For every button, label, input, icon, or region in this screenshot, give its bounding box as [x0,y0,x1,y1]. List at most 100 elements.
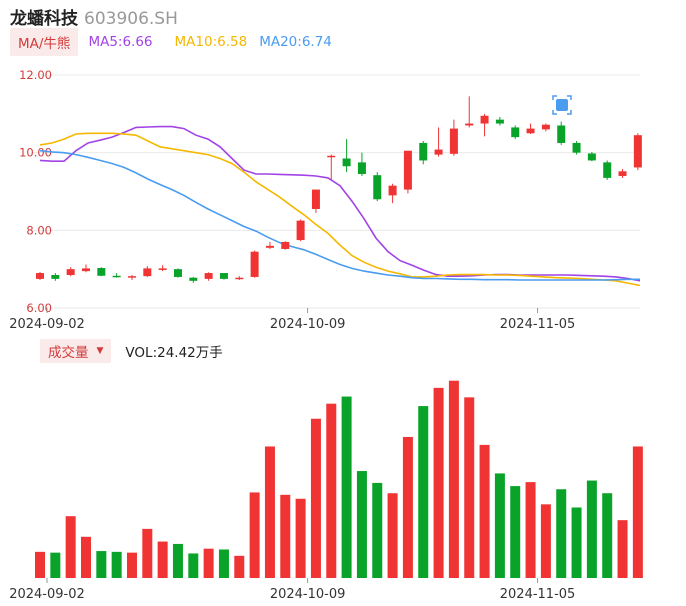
candle-body [419,142,428,161]
volume-toggle-button[interactable]: 成交量 ▼ [40,339,112,363]
candle-body [127,276,136,278]
volume-bar [295,498,306,578]
ma5-line [39,125,641,282]
volume-bar [50,552,61,578]
volume-bar [218,549,229,578]
x-tick-label: 2024-09-02 [9,317,85,332]
volume-bar [356,471,367,578]
candle-body [66,269,75,275]
volume-bar [203,548,214,578]
volume-bar [571,507,582,578]
candle-body [265,245,274,248]
volume-bar [433,387,444,578]
stock-code: 603906.SH [84,9,178,29]
candle-body [434,149,443,155]
candle-body [112,275,121,278]
candle-body [480,115,489,124]
volume-bar [510,486,521,578]
candle-body [97,268,106,276]
marker-corner [552,95,557,100]
x-tick-label: 2024-09-02 [9,587,85,602]
volume-legend: 成交量 ▼ VOL:24.42万手 [40,339,223,363]
candle-body [618,171,627,176]
x-tick-label: 2024-11-05 [500,317,576,332]
ma20-line [39,149,640,281]
volume-bar [142,528,153,578]
candle-body [511,127,520,138]
volume-bar [280,494,291,578]
volume-bar [126,552,137,578]
price-tick-label: 10.00 [19,146,52,160]
volume-bar [525,482,536,578]
candle-body [219,273,228,279]
ma-legend: MA/牛熊 MA5:6.66 MA10:6.58 MA20:6.74 [10,28,332,56]
volume-bar [556,489,567,578]
volume-bar [479,444,490,578]
volume-bar [157,541,168,578]
candle-body [587,153,596,161]
volume-bar [494,473,505,578]
candle-body [204,273,213,279]
volume-bar [264,446,275,578]
volume-bar [448,380,459,578]
volume-bar [172,543,183,578]
volume-bar [111,551,122,578]
candle-body [81,268,90,272]
candle-body [342,158,351,167]
volume-bar [617,520,628,578]
volume-bar [96,551,107,578]
volume-bar [387,493,398,578]
price-tick-label: 6.00 [26,301,52,315]
x-tick-label: 2024-10-09 [270,587,346,602]
candle-body [158,268,167,270]
candles [36,96,642,283]
stock-title: 龙蟠科技 603906.SH [10,4,178,29]
candle-body [189,277,198,281]
x-tick-label: 2024-11-05 [500,587,576,602]
candle-body [143,268,152,277]
volume-x-axis: 2024-09-02 2024-10-09 2024-11-05 [9,578,575,602]
candle-body [250,251,259,277]
marker-corner [567,110,572,115]
marker-corner [567,95,572,100]
candle-body [633,135,642,168]
volume-bar [326,403,337,578]
focus-marker-icon [552,95,572,115]
volume-bar [540,504,551,578]
x-tick-label: 2024-10-09 [270,317,346,332]
ma-toggle-button[interactable]: MA/牛熊 [10,28,79,56]
candle-body [311,189,320,209]
candle-body [541,124,550,130]
volume-bar [188,553,199,578]
price-tick-label: 12.00 [19,68,52,82]
candle-body [495,119,504,124]
volume-bar [234,555,245,578]
candle-body [403,150,412,190]
price-grid [32,74,640,309]
volume-bar [341,396,352,578]
candle-body [51,274,60,279]
ma20-label: MA20:6.74 [259,34,332,50]
ma10-line [39,132,641,287]
volume-bar [310,418,321,578]
volume-bar [602,493,613,578]
candle-body [373,175,382,200]
candle-body [449,128,458,154]
ma-lines [39,125,641,287]
candle-body [173,269,182,277]
candle-body [388,185,397,196]
volume-bar [464,397,475,578]
candle-body [465,123,474,126]
volume-bar [418,406,429,578]
volume-bar [586,480,597,578]
candle-body [357,162,366,175]
candle-body [572,142,581,153]
volume-bar [35,551,45,578]
ma10-label: MA10:6.58 [174,34,248,50]
volume-toggle-label: 成交量 [48,345,89,361]
marker-body [556,99,568,111]
candle-body [603,162,612,178]
candle-body [235,277,244,280]
volume-bar [80,536,91,578]
